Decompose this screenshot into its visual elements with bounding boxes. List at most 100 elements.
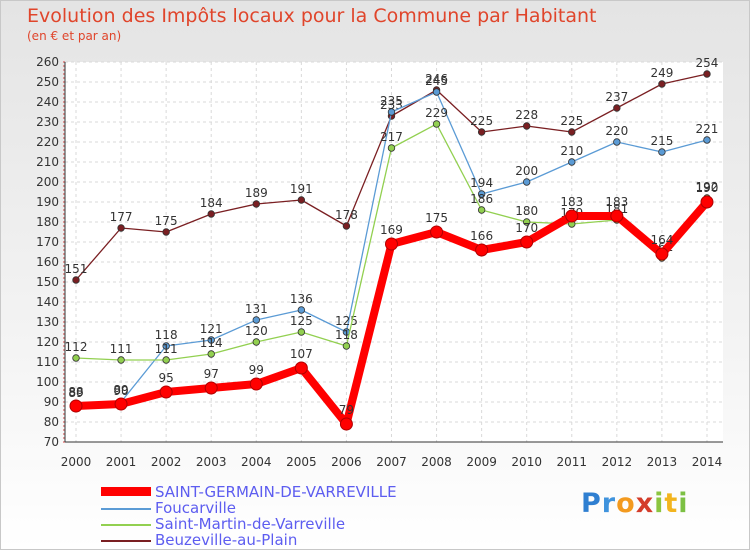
chart-subtitle: (en € et par an) — [27, 29, 122, 43]
data-label-saint-martin-de-varreville: 112 — [65, 340, 88, 354]
data-label-saint-martin-de-varreville: 111 — [155, 342, 178, 356]
data-label-beuzeville-au-plain: 233 — [380, 98, 403, 112]
y-tick-label: 70 — [44, 435, 59, 449]
data-label-saint-martin-de-varreville: 120 — [245, 324, 268, 338]
logo-letter: o — [616, 488, 636, 519]
data-point-foucarville — [658, 148, 666, 156]
data-label-saint-germain-de-varreville: 88 — [68, 385, 83, 399]
logo-letter: i — [654, 488, 665, 519]
data-label-saint-martin-de-varreville: 192 — [696, 180, 719, 194]
data-point-saint-germain-de-varreville — [520, 235, 534, 249]
x-tick-label: 2002 — [151, 455, 182, 469]
data-label-saint-germain-de-varreville: 97 — [204, 367, 219, 381]
data-label-foucarville: 121 — [200, 322, 223, 336]
data-point-beuzeville-au-plain — [477, 128, 486, 136]
data-label-beuzeville-au-plain: 237 — [605, 90, 628, 104]
data-label-foucarville: 131 — [245, 302, 268, 316]
data-label-saint-martin-de-varreville: 180 — [515, 204, 538, 218]
data-label-saint-germain-de-varreville: 95 — [158, 371, 173, 385]
data-label-beuzeville-au-plain: 177 — [110, 210, 133, 224]
data-point-foucarville — [297, 306, 306, 314]
x-tick-label: 2000 — [61, 455, 92, 469]
data-label-saint-martin-de-varreville: 118 — [335, 328, 358, 342]
data-label-beuzeville-au-plain: 178 — [335, 208, 358, 222]
data-point-beuzeville-au-plain — [658, 80, 666, 88]
data-label-beuzeville-au-plain: 151 — [65, 262, 88, 276]
x-tick-label: 2011 — [556, 455, 587, 469]
data-point-beuzeville-au-plain — [703, 70, 711, 78]
x-tick-label: 2012 — [602, 455, 633, 469]
data-point-saint-germain-de-varreville — [249, 377, 263, 391]
data-point-saint-germain-de-varreville — [114, 397, 128, 411]
y-tick-label: 120 — [36, 335, 59, 349]
data-point-saint-germain-de-varreville — [430, 225, 444, 239]
data-point-foucarville — [523, 178, 531, 186]
logo-letter: P — [581, 488, 602, 519]
legend-label: Saint-Martin-de-Varreville — [155, 515, 346, 533]
y-tick-label: 140 — [36, 295, 59, 309]
data-point-foucarville — [703, 136, 711, 144]
data-label-foucarville: 245 — [425, 74, 448, 88]
y-tick-label: 80 — [44, 415, 59, 429]
logo-letter: r — [601, 488, 617, 519]
data-point-foucarville — [207, 336, 215, 344]
legend-label: Foucarville — [155, 499, 236, 517]
data-point-saint-germain-de-varreville — [339, 417, 353, 431]
y-tick-label: 180 — [36, 215, 59, 229]
data-label-saint-germain-de-varreville: 170 — [515, 221, 538, 235]
data-point-saint-martin-de-varreville — [207, 350, 215, 358]
x-tick-label: 2008 — [421, 455, 452, 469]
x-tick-label: 2013 — [647, 455, 678, 469]
x-tick-label: 2007 — [376, 455, 407, 469]
data-point-beuzeville-au-plain — [297, 196, 306, 204]
data-point-saint-germain-de-varreville — [610, 209, 624, 223]
legend-label: SAINT-GERMAIN-DE-VARREVILLE — [155, 483, 397, 501]
data-label-beuzeville-au-plain: 191 — [290, 182, 313, 196]
x-tick-label: 2004 — [241, 455, 272, 469]
data-label-foucarville: 220 — [605, 124, 628, 138]
data-label-beuzeville-au-plain: 254 — [696, 56, 719, 70]
logo-letter: i — [678, 488, 689, 519]
y-tick-label: 200 — [36, 175, 59, 189]
data-point-beuzeville-au-plain — [342, 222, 351, 230]
data-point-saint-martin-de-varreville — [342, 342, 351, 350]
data-label-foucarville: 125 — [335, 314, 358, 328]
data-label-saint-martin-de-varreville: 217 — [380, 130, 403, 144]
data-label-foucarville: 118 — [155, 328, 178, 342]
y-tick-label: 260 — [36, 55, 59, 69]
plot-area — [65, 62, 723, 442]
data-point-beuzeville-au-plain — [117, 224, 125, 232]
data-point-beuzeville-au-plain — [568, 128, 576, 136]
data-point-foucarville — [477, 190, 486, 198]
legend-swatch — [101, 540, 151, 542]
data-point-beuzeville-au-plain — [162, 228, 170, 236]
data-label-saint-martin-de-varreville: 125 — [290, 314, 313, 328]
data-point-saint-martin-de-varreville — [387, 144, 396, 152]
chart-title: Evolution des Impôts locaux pour la Comm… — [27, 5, 597, 27]
data-label-beuzeville-au-plain: 189 — [245, 186, 268, 200]
data-point-saint-martin-de-varreville — [297, 328, 306, 336]
data-label-foucarville: 200 — [515, 164, 538, 178]
data-label-saint-martin-de-varreville: 111 — [110, 342, 133, 356]
data-label-beuzeville-au-plain: 225 — [560, 114, 583, 128]
data-label-saint-germain-de-varreville: 166 — [470, 229, 493, 243]
data-point-beuzeville-au-plain — [72, 276, 80, 284]
data-label-saint-germain-de-varreville: 183 — [605, 195, 628, 209]
y-tick-label: 230 — [36, 115, 59, 129]
y-tick-label: 130 — [36, 315, 59, 329]
data-label-beuzeville-au-plain: 225 — [470, 114, 493, 128]
y-tick-label: 240 — [36, 95, 59, 109]
x-tick-label: 2010 — [511, 455, 542, 469]
data-point-saint-martin-de-varreville — [432, 120, 441, 128]
data-point-foucarville — [162, 342, 170, 350]
y-tick-label: 110 — [36, 355, 59, 369]
data-label-saint-germain-de-varreville: 169 — [380, 223, 403, 237]
data-label-saint-martin-de-varreville: 186 — [470, 192, 493, 206]
legend-label: Beuzeville-au-Plain — [155, 531, 298, 549]
data-label-saint-germain-de-varreville: 89 — [113, 383, 128, 397]
proxiti-logo: Proxiti — [581, 488, 689, 519]
x-tick-label: 2001 — [106, 455, 137, 469]
data-label-saint-germain-de-varreville: 164 — [650, 233, 673, 247]
